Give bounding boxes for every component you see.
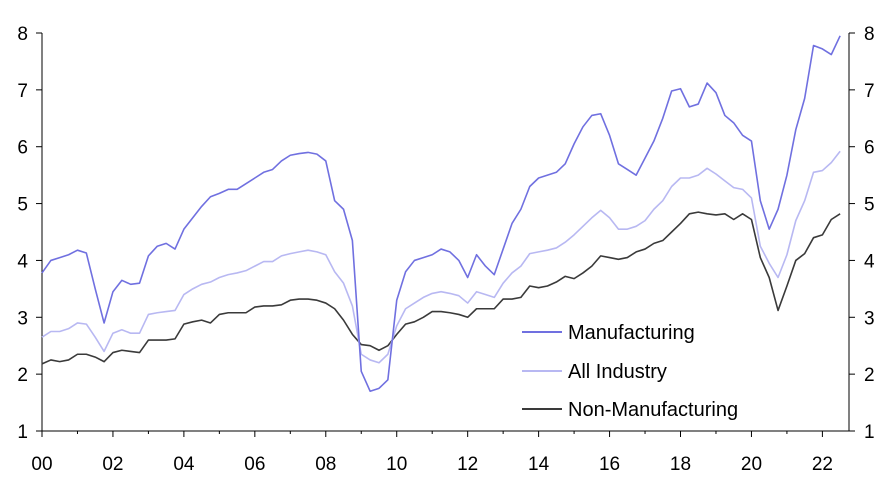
y-tick-label-left: 8 [17, 24, 28, 45]
tick-labels: 1 12 23 34 45 56 67 78 800 02 04 06 08 10 12 14 16 18 20 22 [17, 24, 875, 475]
y-tick-label-right: 2 [864, 365, 875, 386]
axes [41, 33, 850, 432]
y-tick-label-left: 2 [17, 365, 28, 386]
series-line-all-industry [41, 150, 841, 364]
y-tick-label-left: 3 [17, 308, 28, 329]
y-tick-label-left: 5 [17, 195, 28, 216]
y-tick-label-right: 3 [864, 308, 875, 329]
x-tick-label: 08 [315, 454, 336, 475]
legend: Manufacturing All Industry Non-Manufacturi… [522, 322, 738, 421]
x-tick-label: 06 [244, 454, 265, 475]
y-tick-label-left: 6 [17, 138, 28, 159]
y-tick-label-right: 7 [864, 81, 875, 102]
series-lines [41, 35, 841, 393]
y-tick-label-right: 1 [864, 422, 875, 443]
x-tick-label: 04 [173, 454, 195, 475]
x-tick-label: 20 [741, 454, 762, 475]
y-tick-label-left: 4 [17, 251, 28, 272]
y-tick-label-right: 5 [864, 195, 875, 216]
y-tick-label-right: 8 [864, 24, 875, 45]
legend-label: All Industry [568, 361, 667, 383]
x-tick-label: 14 [528, 454, 550, 475]
y-tick-label-left: 7 [17, 81, 28, 102]
ticks [36, 32, 855, 437]
x-tick-label: 12 [457, 454, 478, 475]
legend-label: Non-Manufacturing [568, 399, 738, 421]
y-tick-label-left: 1 [17, 422, 28, 443]
x-tick-label: 16 [599, 454, 620, 475]
x-tick-label: 02 [102, 454, 123, 475]
x-tick-label: 00 [31, 454, 52, 475]
legend-label: Manufacturing [568, 322, 695, 344]
y-tick-label-right: 4 [864, 251, 875, 272]
x-tick-label: 10 [386, 454, 407, 475]
x-tick-label: 18 [670, 454, 691, 475]
series-line-non-manufacturing [41, 211, 841, 365]
y-tick-label-right: 6 [864, 138, 875, 159]
x-tick-label: 22 [812, 454, 833, 475]
series-line-manufacturing [41, 35, 841, 393]
